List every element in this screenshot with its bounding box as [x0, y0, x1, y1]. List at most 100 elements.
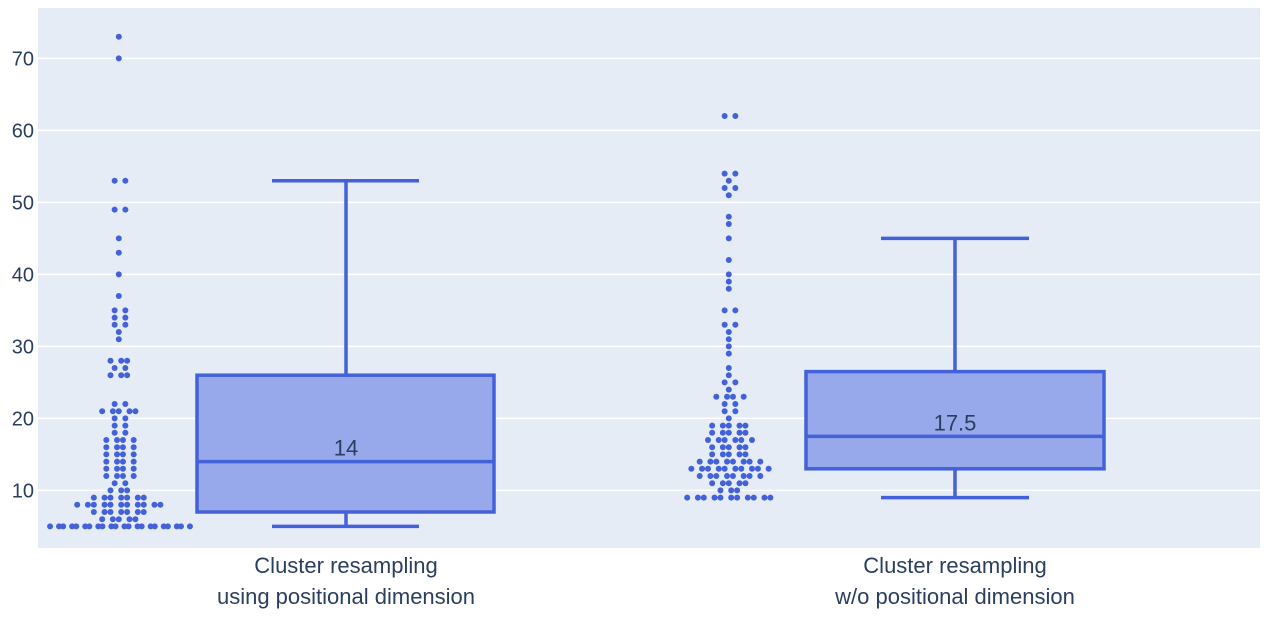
- data-point: [126, 516, 133, 523]
- data-point: [103, 465, 110, 472]
- data-point: [725, 415, 732, 422]
- data-point: [119, 444, 126, 451]
- data-point: [732, 437, 739, 443]
- data-point: [119, 473, 126, 479]
- data-point: [684, 494, 691, 501]
- data-point: [713, 458, 720, 465]
- data-point: [111, 401, 118, 407]
- data-point: [736, 422, 743, 429]
- box-2: 17.5: [804, 236, 1106, 500]
- data-point: [119, 465, 126, 472]
- data-point: [140, 509, 147, 515]
- data-point: [746, 458, 753, 465]
- data-point: [757, 473, 764, 479]
- data-point: [749, 437, 755, 443]
- data-point: [715, 465, 722, 472]
- data-point: [719, 480, 726, 487]
- data-point: [109, 408, 116, 415]
- data-point: [732, 408, 739, 415]
- data-point: [725, 271, 732, 278]
- data-point: [744, 494, 751, 501]
- data-point: [119, 458, 126, 465]
- data-point: [713, 473, 720, 479]
- data-point: [725, 372, 732, 379]
- data-point: [725, 192, 732, 199]
- data-point: [134, 523, 141, 530]
- data-point: [132, 408, 139, 415]
- data-point: [134, 494, 141, 501]
- data-point: [725, 329, 732, 335]
- data-point: [115, 329, 122, 335]
- data-point: [132, 516, 139, 523]
- data-point: [721, 170, 728, 177]
- data-point: [725, 422, 732, 429]
- data-point: [60, 523, 67, 530]
- data-point: [709, 444, 716, 451]
- x-category-label: using positional dimension: [217, 584, 475, 609]
- data-point: [115, 336, 122, 343]
- data-point: [177, 523, 184, 530]
- y-tick-label: 30: [12, 336, 34, 358]
- data-point: [101, 494, 108, 501]
- data-point: [736, 480, 743, 487]
- data-point: [114, 444, 121, 451]
- data-point: [114, 451, 121, 458]
- data-point: [699, 465, 706, 472]
- data-point: [740, 473, 747, 479]
- data-point: [115, 293, 122, 299]
- data-point: [118, 372, 125, 379]
- data-point: [74, 501, 81, 508]
- data-point: [717, 494, 724, 501]
- data-point: [725, 444, 732, 451]
- data-point: [725, 429, 732, 436]
- data-point: [111, 480, 118, 487]
- data-point: [732, 170, 739, 177]
- data-point: [121, 523, 128, 530]
- data-point: [151, 523, 158, 530]
- data-point: [732, 307, 739, 314]
- data-point: [696, 473, 703, 479]
- data-point: [118, 487, 125, 494]
- data-point: [709, 429, 716, 436]
- data-point: [111, 206, 118, 213]
- y-tick-label: 50: [12, 192, 34, 214]
- data-point: [705, 465, 711, 472]
- data-point: [103, 458, 110, 465]
- data-point: [729, 393, 736, 400]
- data-point: [725, 336, 732, 343]
- data-point: [694, 494, 701, 501]
- data-point: [715, 437, 722, 443]
- data-point: [738, 437, 745, 443]
- data-point: [115, 271, 122, 278]
- data-point: [107, 357, 114, 364]
- data-point: [115, 516, 122, 523]
- x-category-label: Cluster resampling: [254, 553, 437, 578]
- data-point: [728, 494, 735, 501]
- data-point: [721, 379, 728, 386]
- data-point: [742, 451, 749, 458]
- data-point: [732, 401, 739, 407]
- data-point: [111, 314, 118, 321]
- data-point: [742, 422, 749, 429]
- data-point: [700, 494, 707, 501]
- interquartile-box: [804, 369, 1106, 471]
- data-point: [728, 487, 735, 494]
- data-point: [47, 523, 54, 530]
- data-point: [724, 458, 731, 465]
- data-point: [750, 494, 757, 501]
- data-point: [124, 357, 131, 364]
- data-point: [118, 494, 125, 501]
- y-tick-label: 20: [12, 408, 34, 430]
- data-point: [124, 509, 131, 515]
- data-point: [740, 393, 747, 400]
- data-point: [160, 523, 167, 530]
- data-point: [725, 451, 732, 458]
- data-point: [122, 321, 129, 328]
- boxes: 14 17.5: [195, 179, 1106, 529]
- data-point: [707, 473, 714, 479]
- data-point: [725, 343, 732, 350]
- data-point: [84, 501, 91, 508]
- data-point: [122, 314, 129, 321]
- data-point: [122, 429, 129, 436]
- data-point: [114, 465, 121, 472]
